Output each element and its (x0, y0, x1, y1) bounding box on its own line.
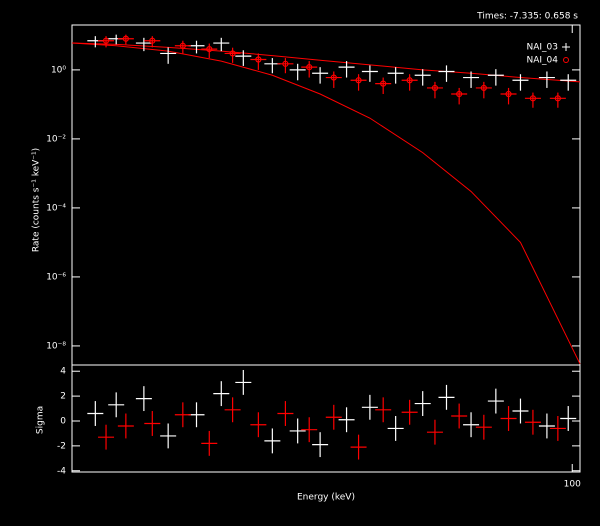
point-marker (122, 35, 129, 42)
y-tick-label: 10⁰ (51, 65, 66, 75)
point-marker (102, 37, 110, 44)
point-marker (255, 56, 262, 63)
point-marker (282, 60, 289, 67)
point-marker (529, 95, 537, 102)
point-marker (306, 64, 313, 71)
point-marker (206, 46, 213, 53)
y-tick-label: 10⁻² (46, 134, 66, 144)
y-axis-label: Sigma (36, 406, 46, 434)
point-marker (149, 37, 156, 44)
y-tick-label: -2 (57, 441, 66, 451)
model-line (71, 42, 581, 83)
point-marker (179, 42, 186, 49)
point-marker (505, 90, 512, 98)
y-tick-label: 10⁻⁸ (46, 341, 66, 351)
point-marker (554, 95, 561, 102)
x-axis-label: Energy (keV) (297, 493, 355, 503)
legend-label: NAI_04 (527, 56, 559, 66)
bottom-frame (71, 364, 581, 473)
point-marker (330, 74, 337, 81)
y-tick-label: 10⁻⁶ (46, 272, 66, 282)
x-tick-label: 100 (564, 480, 581, 490)
point-marker (229, 50, 236, 57)
chart-title: Times: -7.335: 0.658 s (476, 12, 578, 22)
point-marker (406, 77, 413, 84)
y-tick-label: 10⁻⁴ (46, 203, 66, 213)
y-tick-label: -4 (57, 466, 66, 476)
legend-label: NAI_03 (527, 43, 559, 53)
y-tick-label: 0 (60, 416, 66, 426)
point-marker (380, 80, 387, 87)
point-marker (355, 77, 362, 84)
y-tick-label: 4 (60, 367, 66, 377)
point-marker (480, 84, 487, 92)
y-axis-label: Rate (counts s⁻¹ keV⁻¹) (32, 148, 42, 252)
model-line (71, 42, 581, 365)
point-marker (456, 90, 463, 98)
y-tick-label: 2 (60, 392, 66, 402)
point-marker (431, 84, 439, 92)
legend-marker (563, 57, 569, 63)
